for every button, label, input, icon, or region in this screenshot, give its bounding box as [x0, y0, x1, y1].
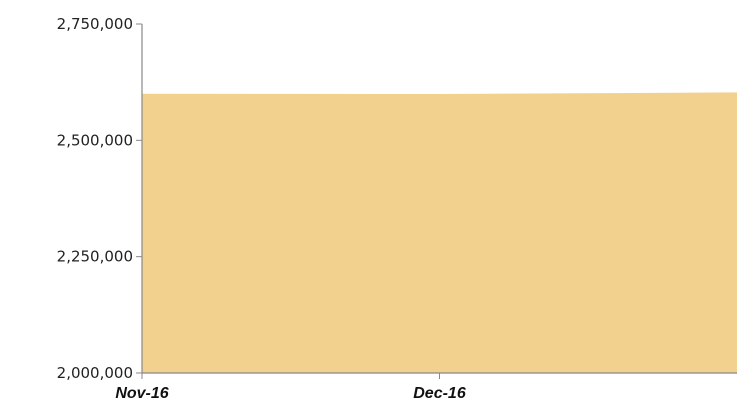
y-tick-label: 2,750,000 [57, 15, 133, 33]
y-axis-labels: 2,000,000 2,250,000 2,500,000 2,750,000 [57, 15, 133, 382]
x-axis-labels: Nov-16 Dec-16 [115, 385, 466, 402]
x-axis-ticks [141, 373, 440, 379]
y-tick-label: 2,500,000 [57, 131, 133, 149]
y-tick-label: 2,250,000 [57, 248, 133, 266]
y-tick-label: 2,000,000 [57, 364, 133, 382]
area-series [142, 92, 737, 374]
x-tick-label: Nov-16 [115, 385, 168, 402]
y-axis-ticks [136, 23, 142, 374]
x-tick-label: Dec-16 [413, 385, 466, 402]
